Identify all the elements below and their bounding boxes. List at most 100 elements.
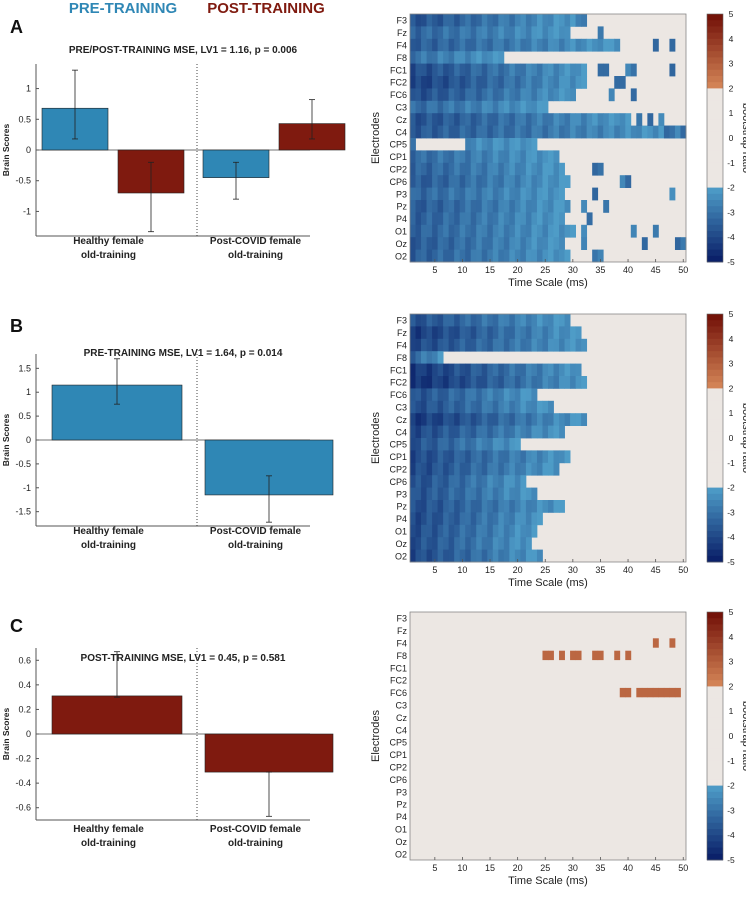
heatmap-cell xyxy=(415,212,422,226)
heatmap-cell xyxy=(503,237,510,250)
heatmap-cell xyxy=(536,425,543,439)
electrode-label: P4 xyxy=(396,514,407,524)
heatmap-y-label: Electrodes xyxy=(370,112,382,164)
heatmap-cell xyxy=(459,14,466,27)
heatmap-cell xyxy=(454,500,461,513)
heatmap-cell xyxy=(525,138,532,151)
heatmap-cell xyxy=(509,388,516,402)
heatmap-cell xyxy=(492,363,499,377)
x-tick-label: 20 xyxy=(513,265,523,275)
heatmap-cell xyxy=(465,200,472,213)
heatmap-cell xyxy=(514,400,521,414)
heatmap-cell xyxy=(525,162,532,176)
heatmap-cell xyxy=(421,162,427,176)
heatmap-cell xyxy=(630,224,637,238)
colorbar-segment xyxy=(707,500,723,507)
heatmap-cell xyxy=(426,100,433,114)
heatmap-cell xyxy=(470,438,477,451)
heatmap-cell xyxy=(410,400,416,414)
heatmap-cell xyxy=(448,212,455,226)
heatmap-cell xyxy=(498,113,505,126)
heatmap-cell xyxy=(514,224,521,238)
heatmap-cell xyxy=(509,88,516,102)
colorbar-segment xyxy=(707,487,723,495)
heatmap-cell xyxy=(465,113,472,126)
heatmap-cell xyxy=(448,26,455,40)
heatmap-cell xyxy=(437,338,444,352)
heatmap-cell xyxy=(564,224,571,238)
heatmap-cell xyxy=(470,14,477,27)
heatmap-cell xyxy=(503,224,510,238)
heatmap-cell xyxy=(476,212,483,226)
colorbar-segment xyxy=(707,686,723,693)
heatmap-cell xyxy=(443,400,450,414)
heatmap-cell xyxy=(498,76,505,89)
y-tick-label: 1 xyxy=(26,84,31,94)
heatmap-cell xyxy=(410,224,416,238)
heatmap-cell xyxy=(503,450,510,464)
heatmap-cell xyxy=(553,162,560,176)
y-tick-label: -1.5 xyxy=(15,507,31,517)
heatmap-cell xyxy=(509,425,516,439)
y-tick-label: -0.5 xyxy=(15,176,31,186)
heatmap-cell xyxy=(559,200,565,213)
heatmap-cell xyxy=(437,351,444,364)
heatmap-cell xyxy=(498,500,505,513)
heatmap-cell xyxy=(459,326,466,340)
heatmap-cell xyxy=(548,326,554,340)
colorbar-segment xyxy=(707,667,723,675)
heatmap-cell xyxy=(443,549,450,563)
heatmap-cell xyxy=(465,475,472,488)
heatmap-cell xyxy=(437,524,444,538)
heatmap-cell xyxy=(575,125,582,139)
heatmap-cell xyxy=(454,462,461,476)
heatmap-cell xyxy=(426,462,433,476)
heatmap-cell xyxy=(437,212,444,226)
heatmap-cell xyxy=(520,512,527,526)
heatmap-cell xyxy=(481,413,488,426)
heatmap-cell xyxy=(531,326,538,340)
heatmap-cell xyxy=(421,88,427,102)
electrode-label: CP2 xyxy=(389,165,407,175)
heatmap-cell xyxy=(536,88,543,102)
heatmap-cell xyxy=(575,113,582,126)
heatmap-cell xyxy=(432,150,438,164)
heatmap-cell xyxy=(421,376,427,389)
heatmap-cell xyxy=(492,150,499,164)
heatmap-cell xyxy=(476,113,483,126)
heatmap-cell xyxy=(559,125,565,139)
colorbar-tick-label: 0 xyxy=(729,731,734,741)
heatmap-cell xyxy=(536,450,543,464)
heatmap xyxy=(410,14,687,263)
heatmap-cell xyxy=(481,100,488,114)
heatmap-cell xyxy=(487,376,494,389)
heatmap-cell xyxy=(426,450,433,464)
heatmap-cell xyxy=(454,113,461,126)
heatmap-cell xyxy=(448,388,455,402)
heatmap-cell xyxy=(487,338,494,352)
electrode-label: CP5 xyxy=(389,440,407,450)
heatmap-cell xyxy=(542,425,549,439)
heatmap-cell xyxy=(432,326,438,340)
heatmap-cell xyxy=(520,376,527,389)
heatmap-cell xyxy=(531,63,538,77)
heatmap-cell xyxy=(459,162,466,176)
colorbar-segment xyxy=(707,661,723,669)
heatmap-cell xyxy=(542,175,549,188)
x-tick-label: 10 xyxy=(457,565,467,575)
heatmap-cell xyxy=(421,187,427,201)
colorbar-segment xyxy=(707,829,723,836)
heatmap-cell xyxy=(652,38,659,52)
heatmap-cell xyxy=(498,138,505,151)
heatmap-cell xyxy=(536,413,543,426)
heatmap-cell xyxy=(415,475,422,488)
heatmap-x-label: Time Scale (ms) xyxy=(508,875,588,887)
heatmap-cell xyxy=(410,338,416,352)
heatmap-cell xyxy=(437,38,444,52)
heatmap-cell xyxy=(542,376,549,389)
colorbar-segment xyxy=(707,131,723,139)
heatmap-cell xyxy=(470,38,477,52)
heatmap-cell xyxy=(421,113,427,126)
heatmap-cell xyxy=(641,237,648,250)
colorbar-label: bootstrap ratio xyxy=(740,701,746,771)
